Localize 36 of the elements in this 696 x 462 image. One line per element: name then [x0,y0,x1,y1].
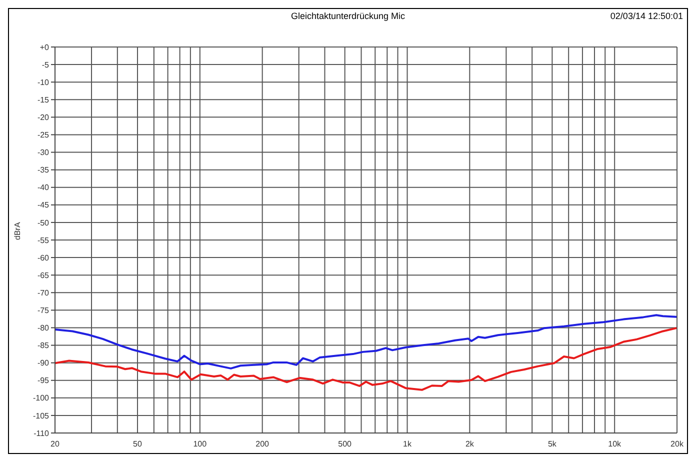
y-tick-label: -55 [37,236,50,245]
x-tick-label: 50 [133,440,142,449]
y-tick-label: -20 [37,113,50,122]
y-tick-label: -45 [37,200,50,210]
y-tick-label: -75 [37,306,50,316]
y-tick-label: -15 [37,95,50,104]
x-tick-label: 10k [608,440,622,449]
y-tick-label: -35 [37,166,50,175]
y-tick-label: -25 [37,130,50,140]
x-tick-label: 5k [548,440,558,449]
y-tick-label: -65 [37,270,50,280]
y-tick-label: -30 [37,148,50,158]
x-tick-label: 100 [193,440,208,449]
y-tick-label: -10 [37,78,50,87]
y-tick-label: -50 [37,218,50,228]
chart-title: Gleichtaktunterdrückung Mic [290,11,406,21]
y-tick-label: -105 [32,411,50,420]
y-tick-label: -100 [32,394,50,403]
y-tick-label: +0 [40,42,50,52]
y-tick-label: -70 [37,288,50,298]
x-tick-label: 1k [403,440,412,449]
x-tick-label: 2k [465,440,475,449]
y-tick-label: -40 [37,183,50,192]
text: 02/03/14 12:50:01 [610,11,683,21]
x-tick-label: 20 [50,440,60,449]
x-tick-label: 20k [670,440,684,449]
y-tick-label: -110 [34,428,50,438]
y-tick-label: -95 [37,376,50,386]
y-tick-label: -90 [37,358,50,368]
x-tick-label: 200 [256,440,270,449]
y-tick-label: -85 [37,341,50,350]
y-tick-label: -5 [42,60,50,70]
x-tick-label: 500 [338,440,352,449]
y-tick-label: -80 [37,324,50,333]
y-axis-title: dBrA [12,222,22,240]
y-tick-label: -60 [37,253,50,262]
